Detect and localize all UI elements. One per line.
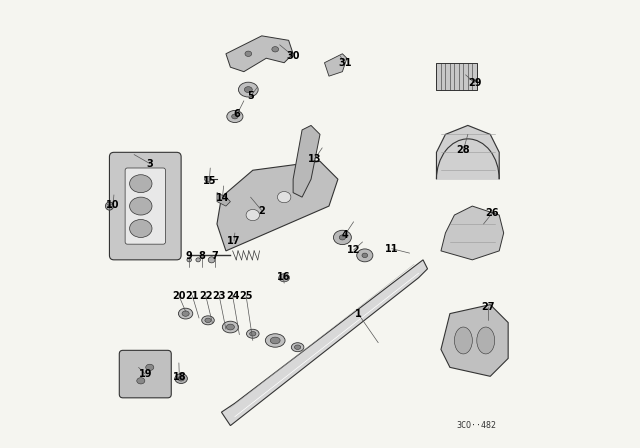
Polygon shape <box>441 206 504 260</box>
Text: 2: 2 <box>259 206 265 215</box>
Text: 27: 27 <box>481 302 495 312</box>
Ellipse shape <box>239 82 258 97</box>
Text: 24: 24 <box>226 291 239 301</box>
FancyBboxPatch shape <box>125 168 165 244</box>
Text: 4: 4 <box>341 230 348 240</box>
Text: 9: 9 <box>186 251 193 261</box>
Ellipse shape <box>232 114 238 119</box>
Ellipse shape <box>294 345 301 349</box>
Text: 14: 14 <box>216 193 229 203</box>
Text: 29: 29 <box>468 78 481 88</box>
Polygon shape <box>293 125 320 197</box>
Text: 31: 31 <box>338 58 351 68</box>
Ellipse shape <box>196 258 200 262</box>
Ellipse shape <box>278 192 291 202</box>
Ellipse shape <box>205 318 211 323</box>
Text: 5: 5 <box>247 91 254 101</box>
Text: 6: 6 <box>234 109 241 119</box>
Ellipse shape <box>244 86 252 93</box>
Text: 3: 3 <box>147 159 153 168</box>
Ellipse shape <box>246 210 260 221</box>
Text: 26: 26 <box>486 208 499 218</box>
FancyBboxPatch shape <box>119 350 172 398</box>
Text: 1: 1 <box>355 309 362 319</box>
Polygon shape <box>221 260 428 426</box>
Text: 11: 11 <box>385 244 399 254</box>
Text: 21: 21 <box>186 291 199 301</box>
Ellipse shape <box>137 378 145 384</box>
Text: 12: 12 <box>347 245 360 255</box>
Ellipse shape <box>179 308 193 319</box>
Ellipse shape <box>356 249 373 262</box>
Ellipse shape <box>227 324 234 330</box>
Ellipse shape <box>272 47 278 52</box>
Ellipse shape <box>279 274 289 282</box>
Ellipse shape <box>339 235 346 240</box>
Text: 7: 7 <box>211 251 218 261</box>
Text: 18: 18 <box>173 372 186 382</box>
Ellipse shape <box>266 334 285 347</box>
Ellipse shape <box>246 329 259 338</box>
Text: 20: 20 <box>172 291 186 301</box>
Polygon shape <box>441 305 508 376</box>
Ellipse shape <box>205 177 211 182</box>
Text: 15: 15 <box>203 176 216 186</box>
Polygon shape <box>226 36 293 72</box>
Ellipse shape <box>222 321 239 333</box>
Ellipse shape <box>146 364 154 370</box>
Ellipse shape <box>270 337 280 344</box>
Ellipse shape <box>227 111 243 123</box>
Polygon shape <box>436 125 499 179</box>
Polygon shape <box>436 63 477 90</box>
Text: 13: 13 <box>308 154 321 164</box>
Text: 30: 30 <box>286 51 300 61</box>
Ellipse shape <box>106 202 113 210</box>
Ellipse shape <box>477 327 495 354</box>
Text: 3CO··482: 3CO··482 <box>457 421 497 430</box>
Text: 10: 10 <box>106 200 120 210</box>
Ellipse shape <box>178 376 184 381</box>
Text: 16: 16 <box>276 272 290 282</box>
Text: 28: 28 <box>456 145 470 155</box>
Ellipse shape <box>175 374 188 383</box>
Text: 25: 25 <box>239 291 253 301</box>
Ellipse shape <box>182 311 189 316</box>
Ellipse shape <box>362 253 367 258</box>
Ellipse shape <box>130 175 152 193</box>
Ellipse shape <box>250 332 256 336</box>
Polygon shape <box>324 54 347 76</box>
Polygon shape <box>217 161 338 251</box>
Ellipse shape <box>187 258 191 262</box>
Polygon shape <box>217 193 230 206</box>
Text: 23: 23 <box>212 291 226 301</box>
Ellipse shape <box>202 316 214 325</box>
Text: 19: 19 <box>138 369 152 379</box>
Ellipse shape <box>130 220 152 237</box>
Ellipse shape <box>245 51 252 56</box>
Ellipse shape <box>333 230 351 245</box>
Text: 17: 17 <box>227 236 241 246</box>
Ellipse shape <box>291 343 304 352</box>
Text: 22: 22 <box>199 291 212 301</box>
Text: 8: 8 <box>199 251 205 261</box>
Ellipse shape <box>208 257 215 263</box>
Ellipse shape <box>454 327 472 354</box>
FancyBboxPatch shape <box>109 152 181 260</box>
Ellipse shape <box>130 197 152 215</box>
